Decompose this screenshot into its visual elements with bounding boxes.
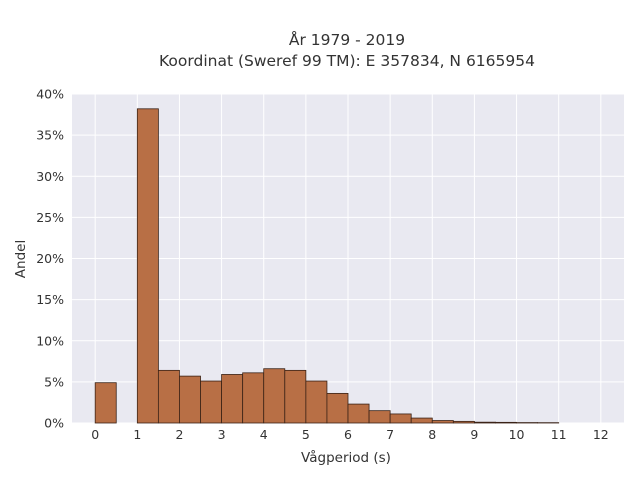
histogram-bar xyxy=(495,421,517,424)
x-tick-label: 2 xyxy=(175,427,183,442)
histogram-bar xyxy=(136,108,159,424)
histogram-bar xyxy=(410,417,433,424)
histogram-bar xyxy=(263,368,286,424)
histogram-bar xyxy=(221,374,244,424)
x-tick-label: 11 xyxy=(551,427,567,442)
y-tick-label: 0% xyxy=(44,416,64,431)
x-tick-label: 8 xyxy=(428,427,436,442)
grid-lines xyxy=(72,93,624,424)
histogram-bar xyxy=(347,403,370,424)
histogram-bar xyxy=(284,369,307,424)
y-tick-label: 5% xyxy=(44,374,64,389)
histogram-bar xyxy=(431,420,454,424)
histogram-bar xyxy=(157,369,180,424)
histogram-bar xyxy=(305,380,328,424)
x-tick-label: 4 xyxy=(260,427,268,442)
x-tick-label: 12 xyxy=(593,427,609,442)
histogram-bar xyxy=(452,420,475,424)
chart-title: År 1979 - 2019 xyxy=(289,30,405,49)
x-tick-label: 3 xyxy=(218,427,226,442)
y-tick-label: 40% xyxy=(36,87,64,102)
x-tick-label: 0 xyxy=(91,427,99,442)
x-tick-label: 6 xyxy=(344,427,352,442)
y-tick-label: 25% xyxy=(36,210,64,225)
histogram-bar xyxy=(179,375,201,424)
y-axis-ticks: 0% 5% 10% 15% 20% 25% 30% 35% 40% xyxy=(36,87,64,431)
y-tick-label: 10% xyxy=(36,333,64,348)
x-tick-label: 9 xyxy=(470,427,478,442)
y-axis-label: Andel xyxy=(13,240,29,278)
x-axis-label: Vågperiod (s) xyxy=(301,449,391,466)
histogram-bar xyxy=(326,392,349,424)
y-tick-label: 35% xyxy=(36,128,64,143)
histogram-bar xyxy=(474,421,496,424)
x-tick-label: 10 xyxy=(509,427,525,442)
histogram-bar xyxy=(368,410,391,424)
x-tick-label: 5 xyxy=(302,427,310,442)
y-tick-label: 20% xyxy=(36,251,64,266)
chart-subtitle: Koordinat (Sweref 99 TM): E 357834, N 61… xyxy=(159,52,535,70)
bars xyxy=(94,108,560,424)
histogram-bar xyxy=(242,372,265,424)
histogram-bar xyxy=(389,413,412,424)
x-axis-ticks: 0 1 2 3 4 5 6 7 8 9 10 11 12 xyxy=(91,427,609,442)
x-tick-label: 1 xyxy=(133,427,141,442)
histogram-bar xyxy=(94,382,117,424)
y-tick-label: 30% xyxy=(36,169,64,184)
x-tick-label: 7 xyxy=(386,427,394,442)
histogram-bar xyxy=(200,380,222,424)
y-tick-label: 15% xyxy=(36,292,64,307)
